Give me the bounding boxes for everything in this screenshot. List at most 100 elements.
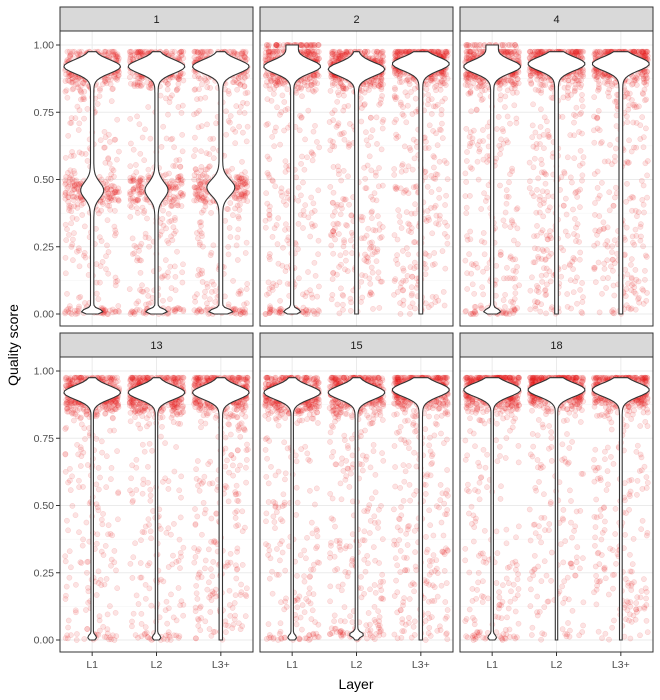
data-point <box>329 276 336 282</box>
data-point <box>75 182 82 189</box>
data-point <box>174 85 181 92</box>
data-point <box>370 306 376 312</box>
data-point <box>340 306 346 313</box>
data-point <box>502 291 508 298</box>
data-point <box>68 220 75 227</box>
data-point <box>159 216 166 222</box>
data-point <box>134 255 141 261</box>
data-point <box>330 250 337 257</box>
data-point <box>434 142 441 149</box>
data-point <box>403 245 410 251</box>
data-point <box>112 136 119 143</box>
data-point <box>167 296 173 302</box>
data-point <box>191 153 197 159</box>
data-point <box>377 278 384 285</box>
data-point <box>67 310 74 316</box>
data-point <box>113 53 120 60</box>
data-point <box>116 69 122 75</box>
data-point <box>438 77 445 84</box>
data-point <box>66 207 72 214</box>
data-point <box>62 78 69 84</box>
data-point <box>363 137 370 144</box>
data-point <box>234 257 241 263</box>
data-point <box>477 92 484 99</box>
data-point <box>64 48 71 55</box>
data-point <box>68 79 75 86</box>
data-point <box>345 48 351 55</box>
data-point <box>308 194 315 201</box>
data-point <box>160 297 166 304</box>
data-point <box>241 110 248 116</box>
data-point <box>312 86 319 93</box>
data-point <box>210 155 217 161</box>
data-point <box>192 134 198 141</box>
data-point <box>243 286 250 292</box>
data-point <box>70 257 76 263</box>
data-point <box>366 153 373 160</box>
data-point <box>140 288 147 295</box>
data-point <box>422 271 429 278</box>
data-point <box>134 210 141 216</box>
data-point <box>116 148 122 155</box>
data-point <box>196 108 202 114</box>
data-point <box>133 169 140 176</box>
data-point <box>109 86 116 93</box>
data-point <box>397 311 404 317</box>
data-point <box>310 200 317 207</box>
data-point <box>463 125 470 132</box>
data-point <box>462 308 469 315</box>
data-point <box>227 234 234 240</box>
data-point <box>108 171 115 178</box>
data-point <box>70 236 76 243</box>
data-point <box>74 248 80 255</box>
data-point <box>174 248 180 255</box>
data-point <box>178 110 185 116</box>
data-point <box>311 259 318 266</box>
data-point <box>179 102 186 109</box>
data-point <box>376 165 382 171</box>
data-point <box>340 167 347 174</box>
data-point <box>493 262 500 269</box>
data-point <box>376 226 383 233</box>
data-point <box>76 181 82 187</box>
data-point <box>309 294 316 301</box>
data-point <box>406 221 413 228</box>
data-point <box>206 151 213 157</box>
data-point <box>337 211 344 218</box>
data-point <box>65 132 72 139</box>
data-point <box>104 242 110 249</box>
data-point <box>513 89 520 96</box>
data-point <box>442 202 448 208</box>
data-point <box>285 194 291 201</box>
data-point <box>142 126 148 133</box>
panel-2: 2 <box>259 6 454 327</box>
data-point <box>105 249 112 255</box>
data-point <box>264 42 270 48</box>
data-point <box>74 76 81 82</box>
data-point <box>76 247 82 254</box>
data-point <box>312 122 318 129</box>
data-point <box>479 305 485 312</box>
data-point <box>391 94 398 101</box>
data-point <box>108 98 115 104</box>
data-point <box>102 306 108 313</box>
data-point <box>345 103 352 109</box>
data-point <box>439 135 446 141</box>
data-point <box>464 270 470 277</box>
data-point <box>232 205 238 212</box>
y-tick-label: 0.00 <box>34 309 55 321</box>
data-point <box>500 297 507 303</box>
data-point <box>347 237 354 244</box>
data-point <box>101 144 108 151</box>
data-point <box>171 230 177 237</box>
data-point <box>244 183 250 189</box>
data-point <box>475 176 482 183</box>
data-point <box>315 187 322 194</box>
data-point <box>107 81 114 88</box>
data-point <box>128 204 135 211</box>
data-point <box>436 158 443 165</box>
data-point <box>340 107 347 114</box>
panel-4: 4 <box>459 6 654 327</box>
data-point <box>80 96 86 102</box>
